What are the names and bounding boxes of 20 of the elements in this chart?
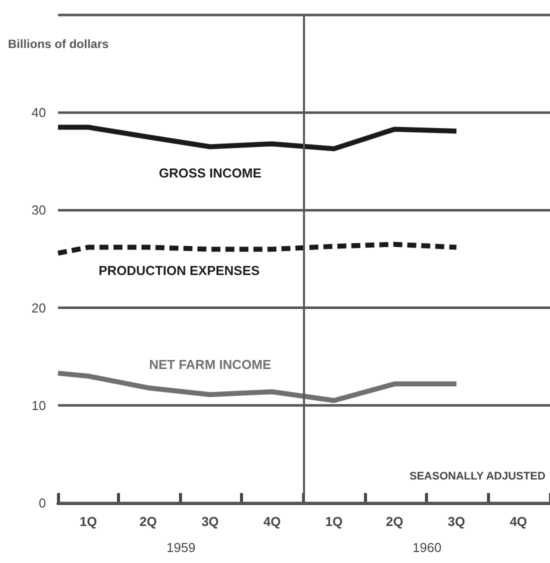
x-tick-label: 3Q <box>201 514 219 529</box>
x-tick-label: 4Q <box>263 514 281 529</box>
y-tick-label: 20 <box>32 300 46 316</box>
text: 1959 <box>166 540 196 555</box>
x-tick-label: 1Q <box>325 514 343 529</box>
x-tick-label: 2Q <box>140 514 157 529</box>
x-tick-label: 1Q <box>80 514 97 529</box>
series-label: GROSS INCOME <box>158 165 262 180</box>
y-axis-title: Billions of dollars <box>8 37 109 51</box>
y-tick-label: 40 <box>32 105 46 120</box>
y-tick-label: 0 <box>38 496 46 510</box>
series-label: NET FARM INCOME <box>149 357 272 372</box>
series-label: PRODUCTION EXPENSES <box>98 262 260 278</box>
y-tick-label: 10 <box>32 398 46 413</box>
text: 1960 <box>412 540 442 555</box>
annotation: SEASONALLY ADJUSTED <box>409 470 546 482</box>
x-tick-label: 2Q <box>386 514 404 529</box>
y-tick-label: 30 <box>32 202 46 218</box>
x-tick-label: 3Q <box>448 514 466 529</box>
x-tick-label: 4Q <box>510 514 528 529</box>
